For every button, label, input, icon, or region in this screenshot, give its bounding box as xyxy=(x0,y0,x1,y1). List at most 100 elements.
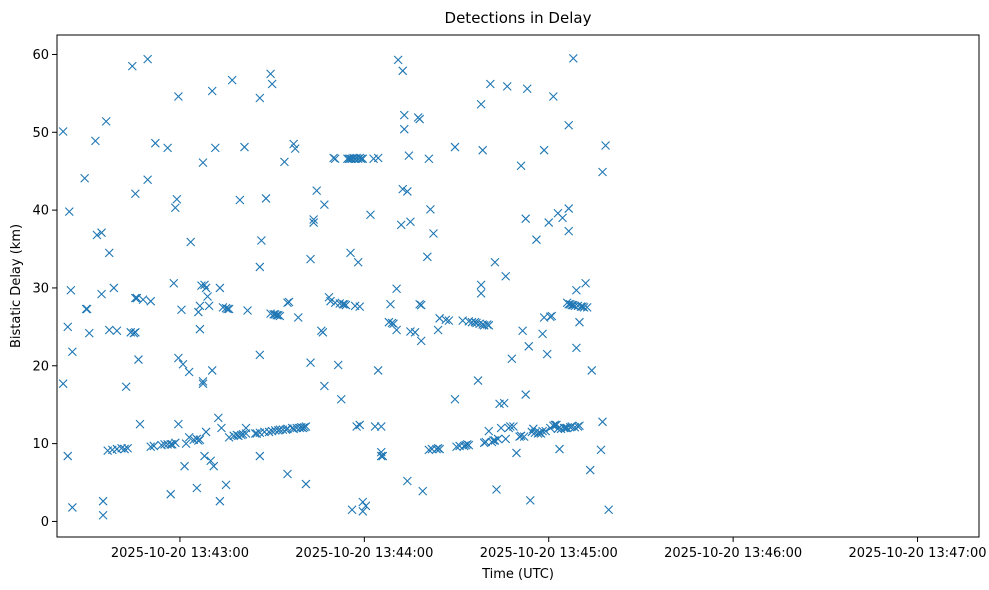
data-point xyxy=(464,440,474,450)
data-point xyxy=(444,316,454,326)
data-point xyxy=(284,297,294,307)
data-point xyxy=(241,429,251,438)
data-point xyxy=(215,283,225,293)
data-point xyxy=(485,79,495,89)
data-point xyxy=(416,300,426,310)
data-point xyxy=(167,439,177,449)
data-point xyxy=(435,444,445,454)
data-point xyxy=(143,175,153,185)
axes-frame xyxy=(56,34,980,538)
data-point xyxy=(104,325,114,335)
data-point xyxy=(544,218,554,227)
y-axis-label: Bistatic Delay (km) xyxy=(9,224,24,348)
data-point xyxy=(396,220,406,230)
y-tick-label: 50 xyxy=(32,126,49,141)
data-point xyxy=(376,422,386,431)
data-point xyxy=(149,441,159,451)
data-point xyxy=(198,379,208,389)
data-point xyxy=(289,139,299,149)
data-point xyxy=(404,151,414,161)
data-point xyxy=(97,289,106,299)
data-point xyxy=(598,417,607,427)
data-point xyxy=(582,303,592,312)
y-tick-label: 30 xyxy=(32,281,49,296)
data-point xyxy=(207,86,217,96)
data-point xyxy=(356,154,366,164)
points-layer xyxy=(58,53,614,520)
x-tick-label: 2025-10-20 13:44:00 xyxy=(295,546,433,561)
data-point xyxy=(587,366,597,375)
data-point xyxy=(450,394,460,404)
data-point xyxy=(598,167,607,177)
data-point xyxy=(499,398,509,408)
data-point xyxy=(210,143,220,153)
data-point xyxy=(564,204,574,213)
data-point xyxy=(441,315,451,325)
data-point xyxy=(198,158,208,168)
data-point xyxy=(82,304,92,314)
data-point xyxy=(429,229,438,238)
data-point xyxy=(198,376,208,386)
data-point xyxy=(330,154,340,164)
data-point xyxy=(341,300,351,310)
data-point xyxy=(186,237,196,247)
data-point xyxy=(163,143,173,153)
data-point xyxy=(547,311,557,321)
data-point xyxy=(206,456,216,466)
data-point xyxy=(192,483,202,493)
data-point xyxy=(217,423,226,433)
data-point xyxy=(496,423,506,433)
data-point xyxy=(58,379,68,389)
data-point xyxy=(260,427,269,437)
data-point xyxy=(422,252,432,262)
data-point xyxy=(489,436,498,445)
data-point xyxy=(570,422,580,432)
x-tick-label: 2025-10-20 13:47:00 xyxy=(848,546,986,561)
data-point xyxy=(170,438,180,448)
data-point xyxy=(532,235,541,245)
data-point xyxy=(366,210,375,220)
data-point xyxy=(306,254,315,264)
data-point xyxy=(518,326,527,336)
data-point xyxy=(64,207,74,217)
data-point xyxy=(481,437,491,447)
data-point xyxy=(399,110,409,120)
data-point xyxy=(63,451,73,461)
data-point xyxy=(319,200,329,210)
data-point xyxy=(562,423,572,433)
data-point xyxy=(393,55,403,65)
data-point xyxy=(283,469,292,479)
data-point xyxy=(223,304,232,314)
data-point xyxy=(378,451,388,461)
data-point xyxy=(104,248,114,258)
data-point xyxy=(550,420,560,430)
data-point xyxy=(524,341,534,351)
plot-area xyxy=(56,34,980,538)
data-point xyxy=(261,194,271,203)
data-point xyxy=(415,114,425,124)
x-tick-label: 2025-10-20 13:45:00 xyxy=(480,546,618,561)
data-point xyxy=(521,390,531,399)
data-point xyxy=(203,292,212,301)
data-point xyxy=(309,218,319,227)
data-point xyxy=(564,120,574,130)
data-point xyxy=(98,496,108,506)
data-point xyxy=(346,248,355,258)
data-point xyxy=(450,142,460,152)
data-point xyxy=(224,304,234,314)
data-point xyxy=(109,283,119,293)
data-point xyxy=(209,461,219,471)
data-point xyxy=(243,306,252,315)
data-point xyxy=(58,127,68,136)
data-point xyxy=(601,141,610,150)
data-point xyxy=(452,442,461,452)
data-point xyxy=(476,289,486,298)
data-point xyxy=(336,394,346,404)
data-point xyxy=(353,257,363,267)
data-point xyxy=(516,161,526,171)
data-point xyxy=(227,75,237,85)
data-point xyxy=(501,434,511,444)
data-point xyxy=(473,376,483,385)
data-point xyxy=(169,278,179,288)
data-point xyxy=(138,295,148,305)
